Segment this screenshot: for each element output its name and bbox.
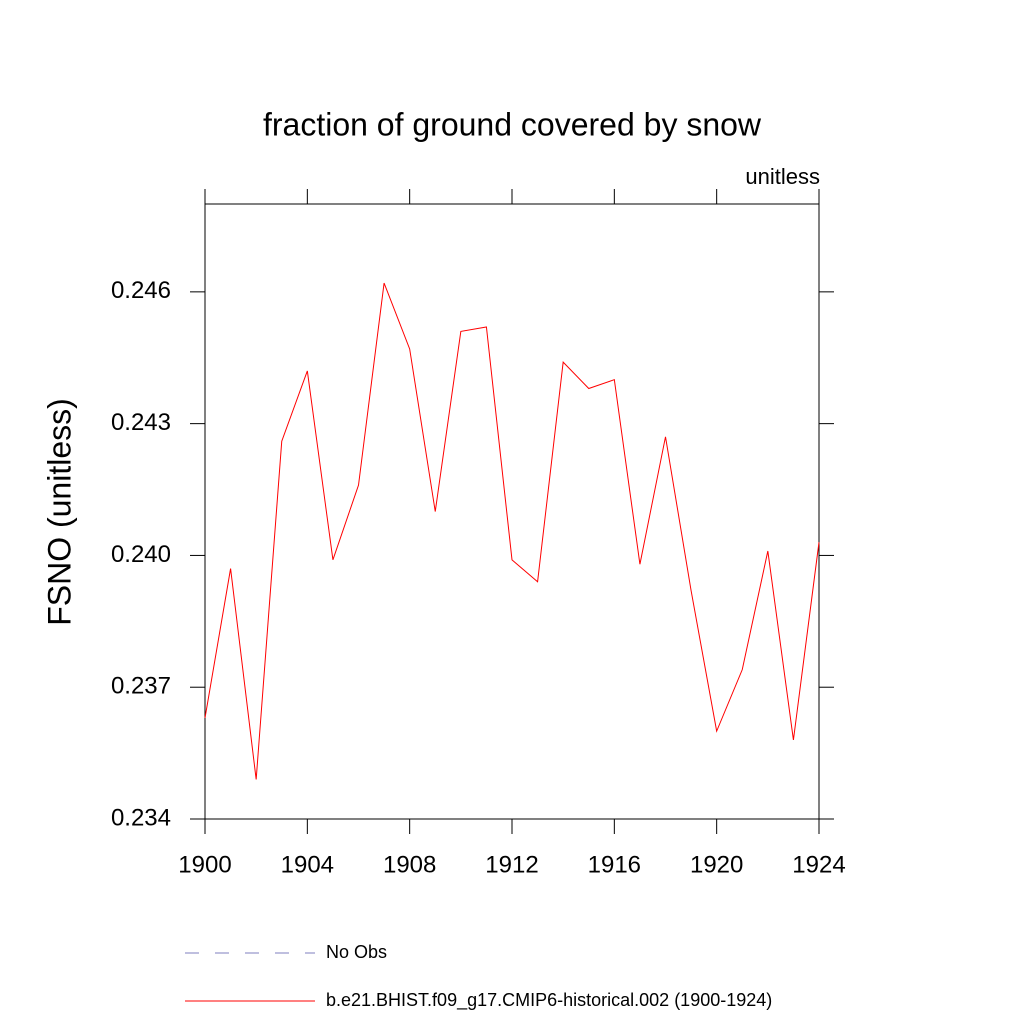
x-tick-label: 1924	[792, 851, 845, 878]
x-tick-label: 1904	[281, 851, 334, 878]
subtitle: unitless	[745, 164, 820, 189]
x-tick-label: 1912	[485, 851, 538, 878]
legend-label: No Obs	[326, 942, 387, 962]
x-tick-label: 1900	[178, 851, 231, 878]
y-tick-label: 0.234	[111, 804, 171, 831]
y-tick-label: 0.243	[111, 409, 171, 436]
x-tick-label: 1916	[588, 851, 641, 878]
x-tick-label: 1908	[383, 851, 436, 878]
legend-label: b.e21.BHIST.f09_g17.CMIP6-historical.002…	[326, 990, 772, 1011]
y-tick-label: 0.240	[111, 541, 171, 568]
x-tick-label: 1920	[690, 851, 743, 878]
y-tick-label: 0.246	[111, 277, 171, 304]
chart-title: fraction of ground covered by snow	[263, 106, 762, 142]
y-axis-label: FSNO (unitless)	[41, 398, 77, 626]
plot-frame	[204, 203, 820, 820]
y-tick-label: 0.237	[111, 673, 171, 700]
series-line	[204, 282, 820, 780]
